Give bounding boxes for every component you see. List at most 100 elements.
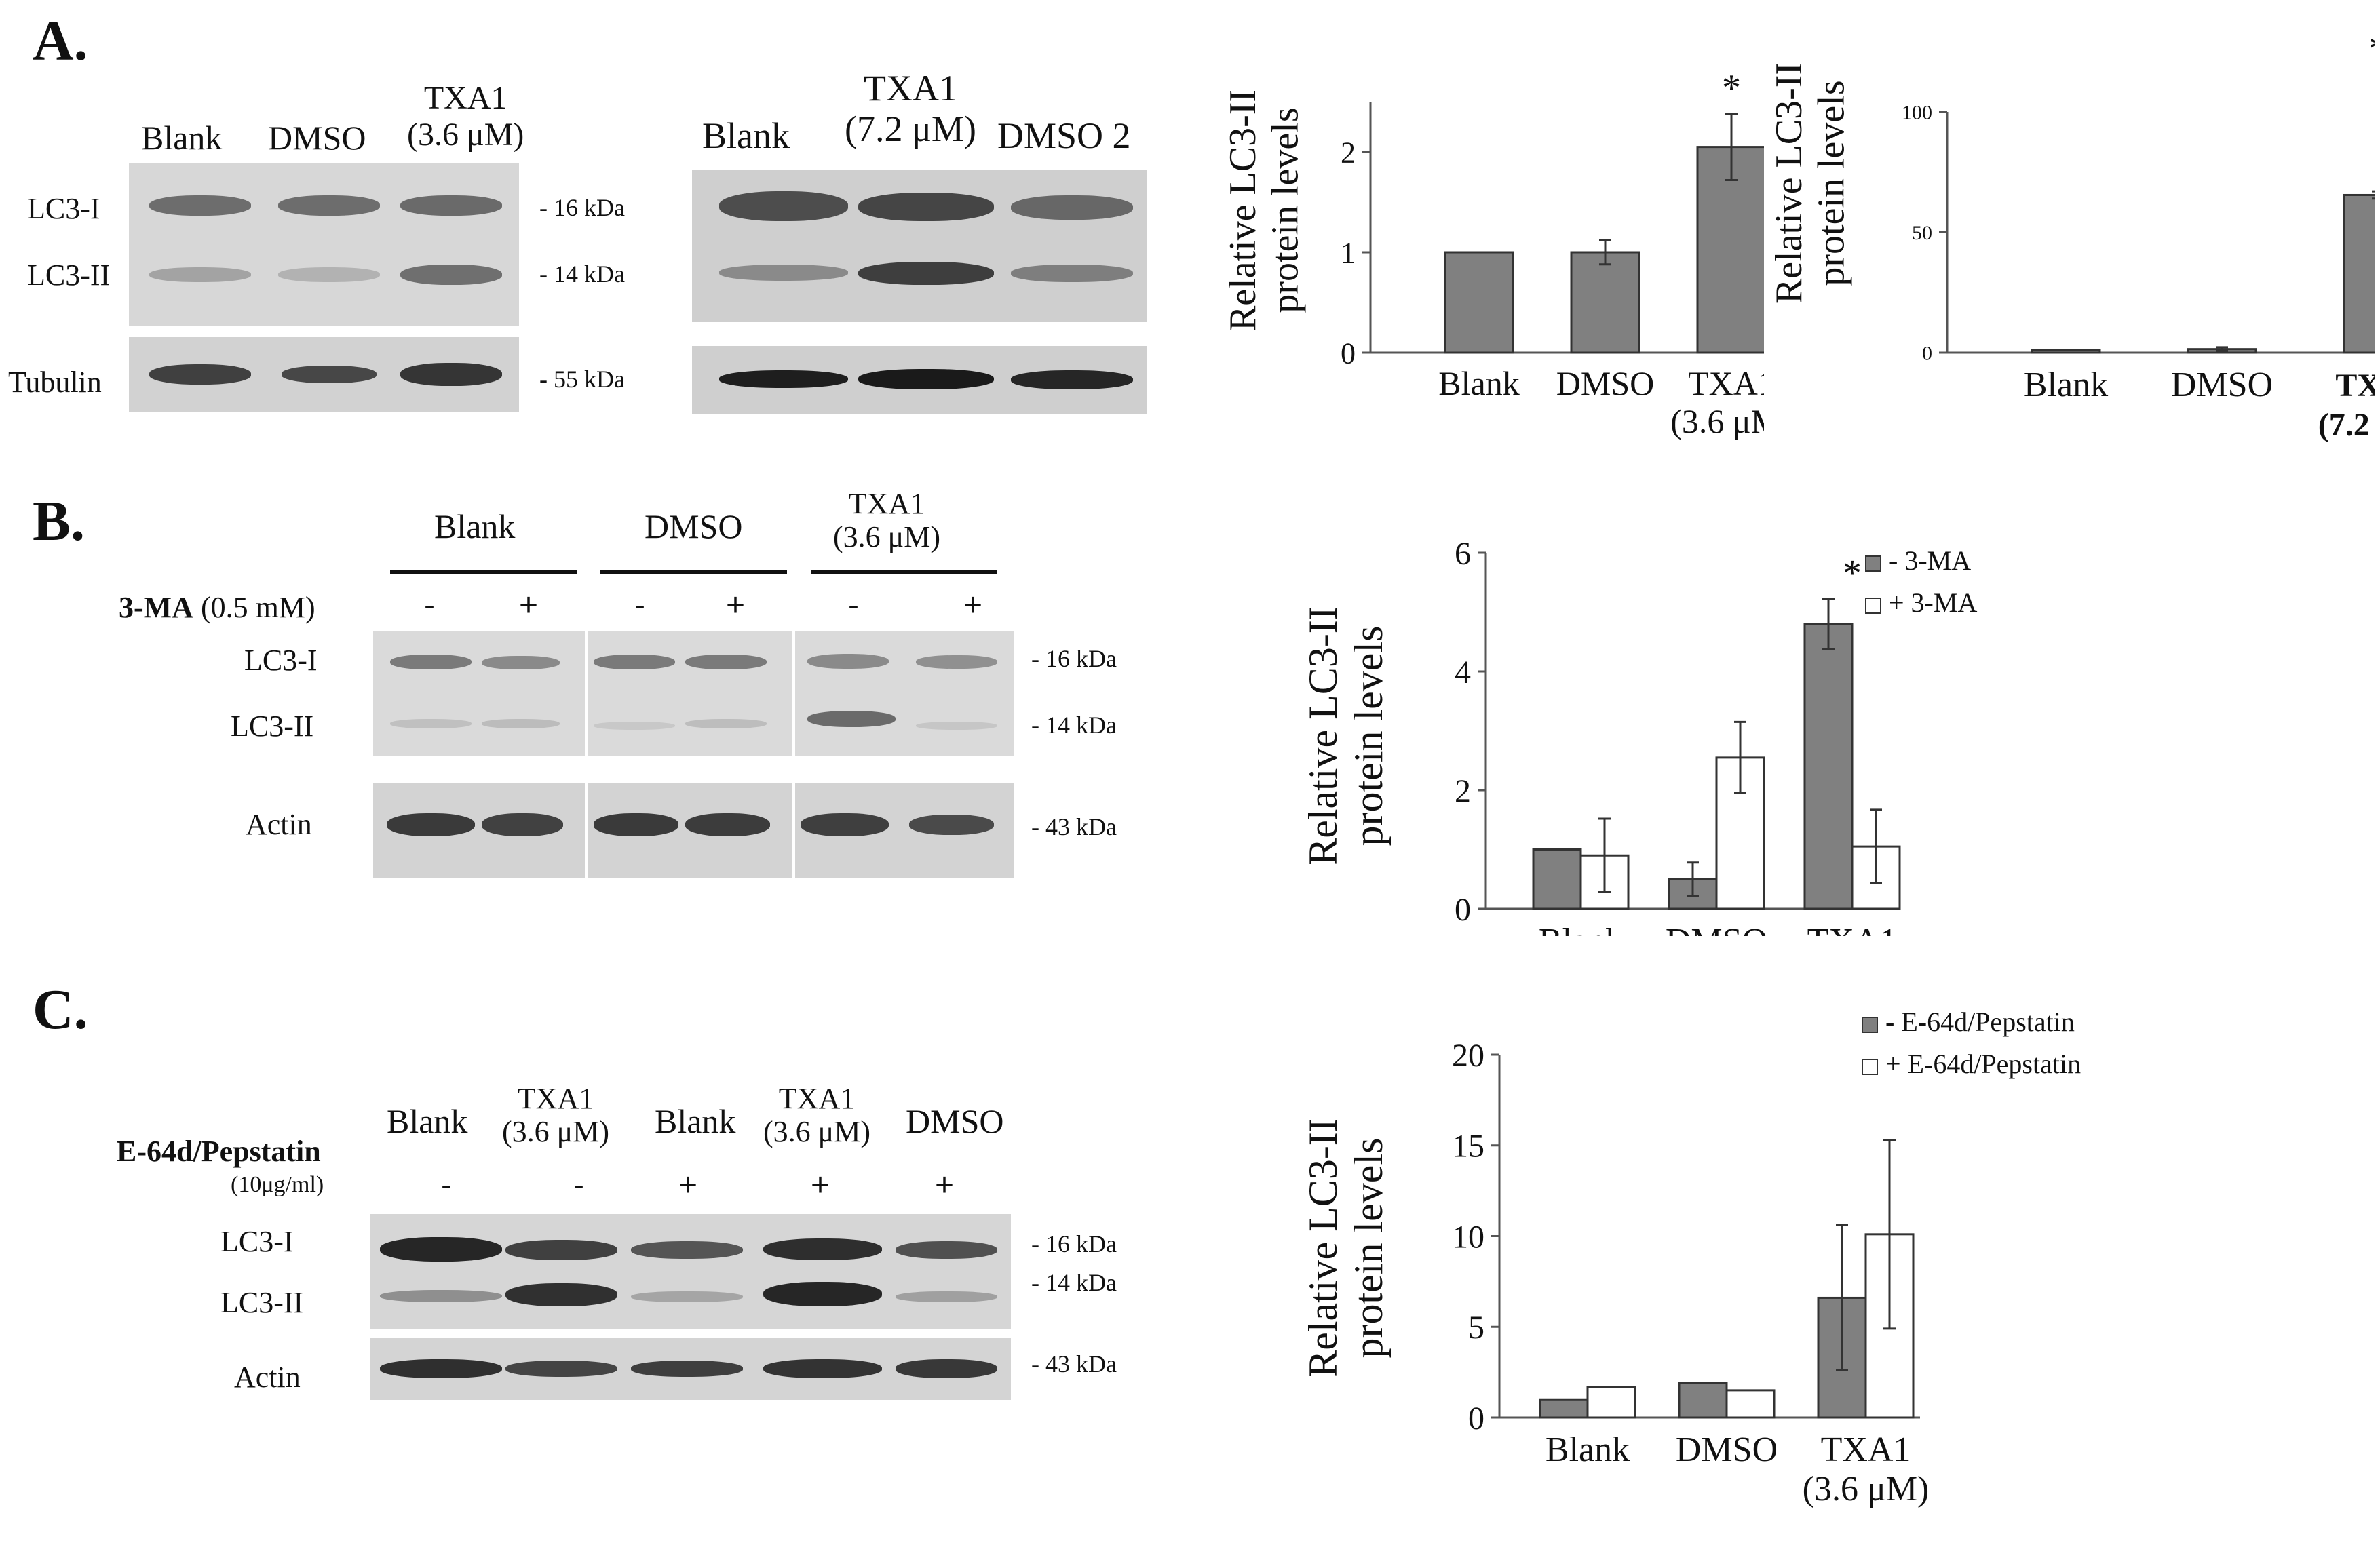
lane-label: Blank	[655, 1102, 736, 1140]
x-tick-label: (7.2 μM)	[2318, 407, 2375, 443]
bar	[1532, 848, 1582, 910]
row-label: LC3-I	[220, 1225, 294, 1258]
y-tick-label: 100	[1902, 102, 1932, 124]
treatment-dose: (10μg/ml)	[231, 1172, 324, 1197]
bar	[1715, 756, 1765, 910]
treatment-label: E-64d/Pepstatin	[117, 1135, 321, 1168]
y-tick-label: 2	[1341, 136, 1356, 169]
panel-letter-c: C.	[33, 978, 88, 1041]
bar-chart-a-2: 0 50 100 Relative LC3-II protein levels Blank…	[1768, 28, 2375, 443]
lane-label: TXA1 (3.6 μM)	[763, 1082, 871, 1149]
lane-label: DMSO	[268, 119, 366, 157]
y-axis-label-line: protein levels	[1346, 1138, 1391, 1359]
y-tick-label: 5	[1468, 1310, 1484, 1346]
group-underline	[600, 570, 787, 574]
bar	[1586, 1386, 1636, 1419]
panel-letter-a: A.	[33, 9, 88, 73]
group-underline	[390, 570, 577, 574]
treatment-sign: +	[519, 587, 539, 623]
blot-membrane	[373, 783, 1014, 878]
significance-marker: *	[1843, 552, 1862, 594]
legend-swatch	[1865, 555, 1881, 572]
lane-label: Blank	[387, 1102, 468, 1140]
treatment-sign: +	[726, 587, 746, 623]
y-tick-label: 6	[1455, 536, 1471, 572]
kda-marker: - 14 kDa	[1031, 1269, 1117, 1296]
x-tick-label: TXA1	[1688, 364, 1764, 402]
treatment-sign: -	[441, 1167, 452, 1203]
significance-marker: *	[2368, 28, 2375, 70]
bar	[1725, 1389, 1776, 1419]
y-axis-label-line: Relative LC3-II	[1768, 62, 1810, 304]
row-label: Actin	[246, 808, 312, 841]
bar	[1539, 1398, 1589, 1419]
legend-swatch	[1862, 1059, 1878, 1075]
y-tick-label: 0	[1455, 892, 1471, 928]
legend-label: - E-64d/Pepstatin	[1885, 1007, 2075, 1037]
lane-label: DMSO	[906, 1102, 1004, 1140]
y-tick-label: 20	[1452, 1038, 1484, 1074]
kda-marker: - 43 kDa	[1031, 813, 1117, 840]
treatment-sign: -	[573, 1167, 584, 1203]
x-tick-label: DMSO	[1676, 1430, 1778, 1469]
y-axis-label: Relative LC3-II protein levels	[1301, 1118, 1391, 1378]
y-axis-label-line: Relative LC3-II	[1301, 1118, 1345, 1378]
group-label: Blank	[434, 507, 516, 545]
group-label: DMSO	[645, 507, 743, 545]
kda-marker: - 14 kDa	[1031, 711, 1117, 739]
bar-chart-c: 0 5 10 15 20 Relative LC3-II protein levels Bla…	[1301, 1007, 2081, 1508]
y-tick-label: 1	[1341, 236, 1356, 269]
legend-label: + 3-MA	[1889, 587, 1977, 618]
treatment-label: 3-MA (0.5 mM)	[119, 591, 315, 624]
blot-membrane	[370, 1338, 1011, 1400]
x-tick-label: (3.6 μM)	[1670, 402, 1764, 440]
treatment-sign: +	[963, 587, 983, 623]
y-tick-label: 2	[1455, 773, 1471, 809]
y-axis-label-line: Relative LC3-II	[1301, 606, 1345, 865]
treatment-sign: +	[678, 1167, 698, 1203]
bar	[2343, 193, 2375, 354]
lane-label: Blank	[702, 115, 790, 156]
blot-membrane	[370, 1214, 1011, 1329]
x-tick-label: TXA1	[1807, 922, 1898, 936]
y-axis-label-line: protein levels	[1811, 80, 1853, 286]
kda-marker: - 43 kDa	[1031, 1350, 1117, 1378]
lane-label: TXA1 (3.6 μM)	[407, 80, 524, 153]
row-label: LC3-II	[220, 1286, 304, 1319]
x-tick-label: Blank	[1546, 1430, 1630, 1469]
treatment-sign: +	[935, 1167, 955, 1203]
lane-label: TXA1 (3.6 μM)	[502, 1082, 610, 1149]
group-underline	[811, 570, 997, 574]
row-label: LC3-II	[27, 258, 111, 292]
x-tick-label: (3.6 μM)	[1803, 1470, 1930, 1508]
y-axis-label: Relative LC3-II protein levels	[1301, 606, 1391, 865]
lane-label: Blank	[141, 119, 223, 157]
bar	[1803, 623, 1854, 910]
row-label: Tubulin	[8, 366, 102, 399]
row-label: Actin	[234, 1361, 301, 1394]
y-tick-label: 10	[1452, 1219, 1484, 1255]
bar-chart-a-1: 0 1 2 Relative LC3-II protein levels Blank DMS…	[1222, 67, 1764, 440]
blot-membrane	[692, 346, 1147, 414]
blot-membrane	[129, 163, 519, 326]
legend-swatch	[1865, 598, 1881, 614]
bar	[1444, 251, 1514, 354]
bar	[1696, 146, 1764, 354]
kda-marker: - 16 kDa	[1031, 1230, 1117, 1257]
y-tick-label: 0	[1341, 336, 1356, 370]
x-tick-label: DMSO	[2171, 366, 2273, 404]
y-tick-label: 4	[1455, 655, 1471, 690]
row-label: LC3-I	[27, 192, 100, 225]
y-tick-label: 50	[1912, 222, 1932, 244]
legend-swatch	[1862, 1017, 1878, 1033]
legend-label: + E-64d/Pepstatin	[1885, 1049, 2081, 1079]
y-axis-label-line: protein levels	[1346, 626, 1391, 846]
x-tick-label: DMSO	[1556, 364, 1654, 402]
treatment-sign: -	[424, 587, 435, 623]
group-label: TXA1 (3.6 μM)	[833, 487, 941, 554]
blot-membrane	[373, 631, 1014, 756]
treatment-sign: -	[848, 587, 859, 623]
x-tick-label: DMSO	[1666, 922, 1767, 936]
kda-marker: - 16 kDa	[539, 194, 625, 221]
